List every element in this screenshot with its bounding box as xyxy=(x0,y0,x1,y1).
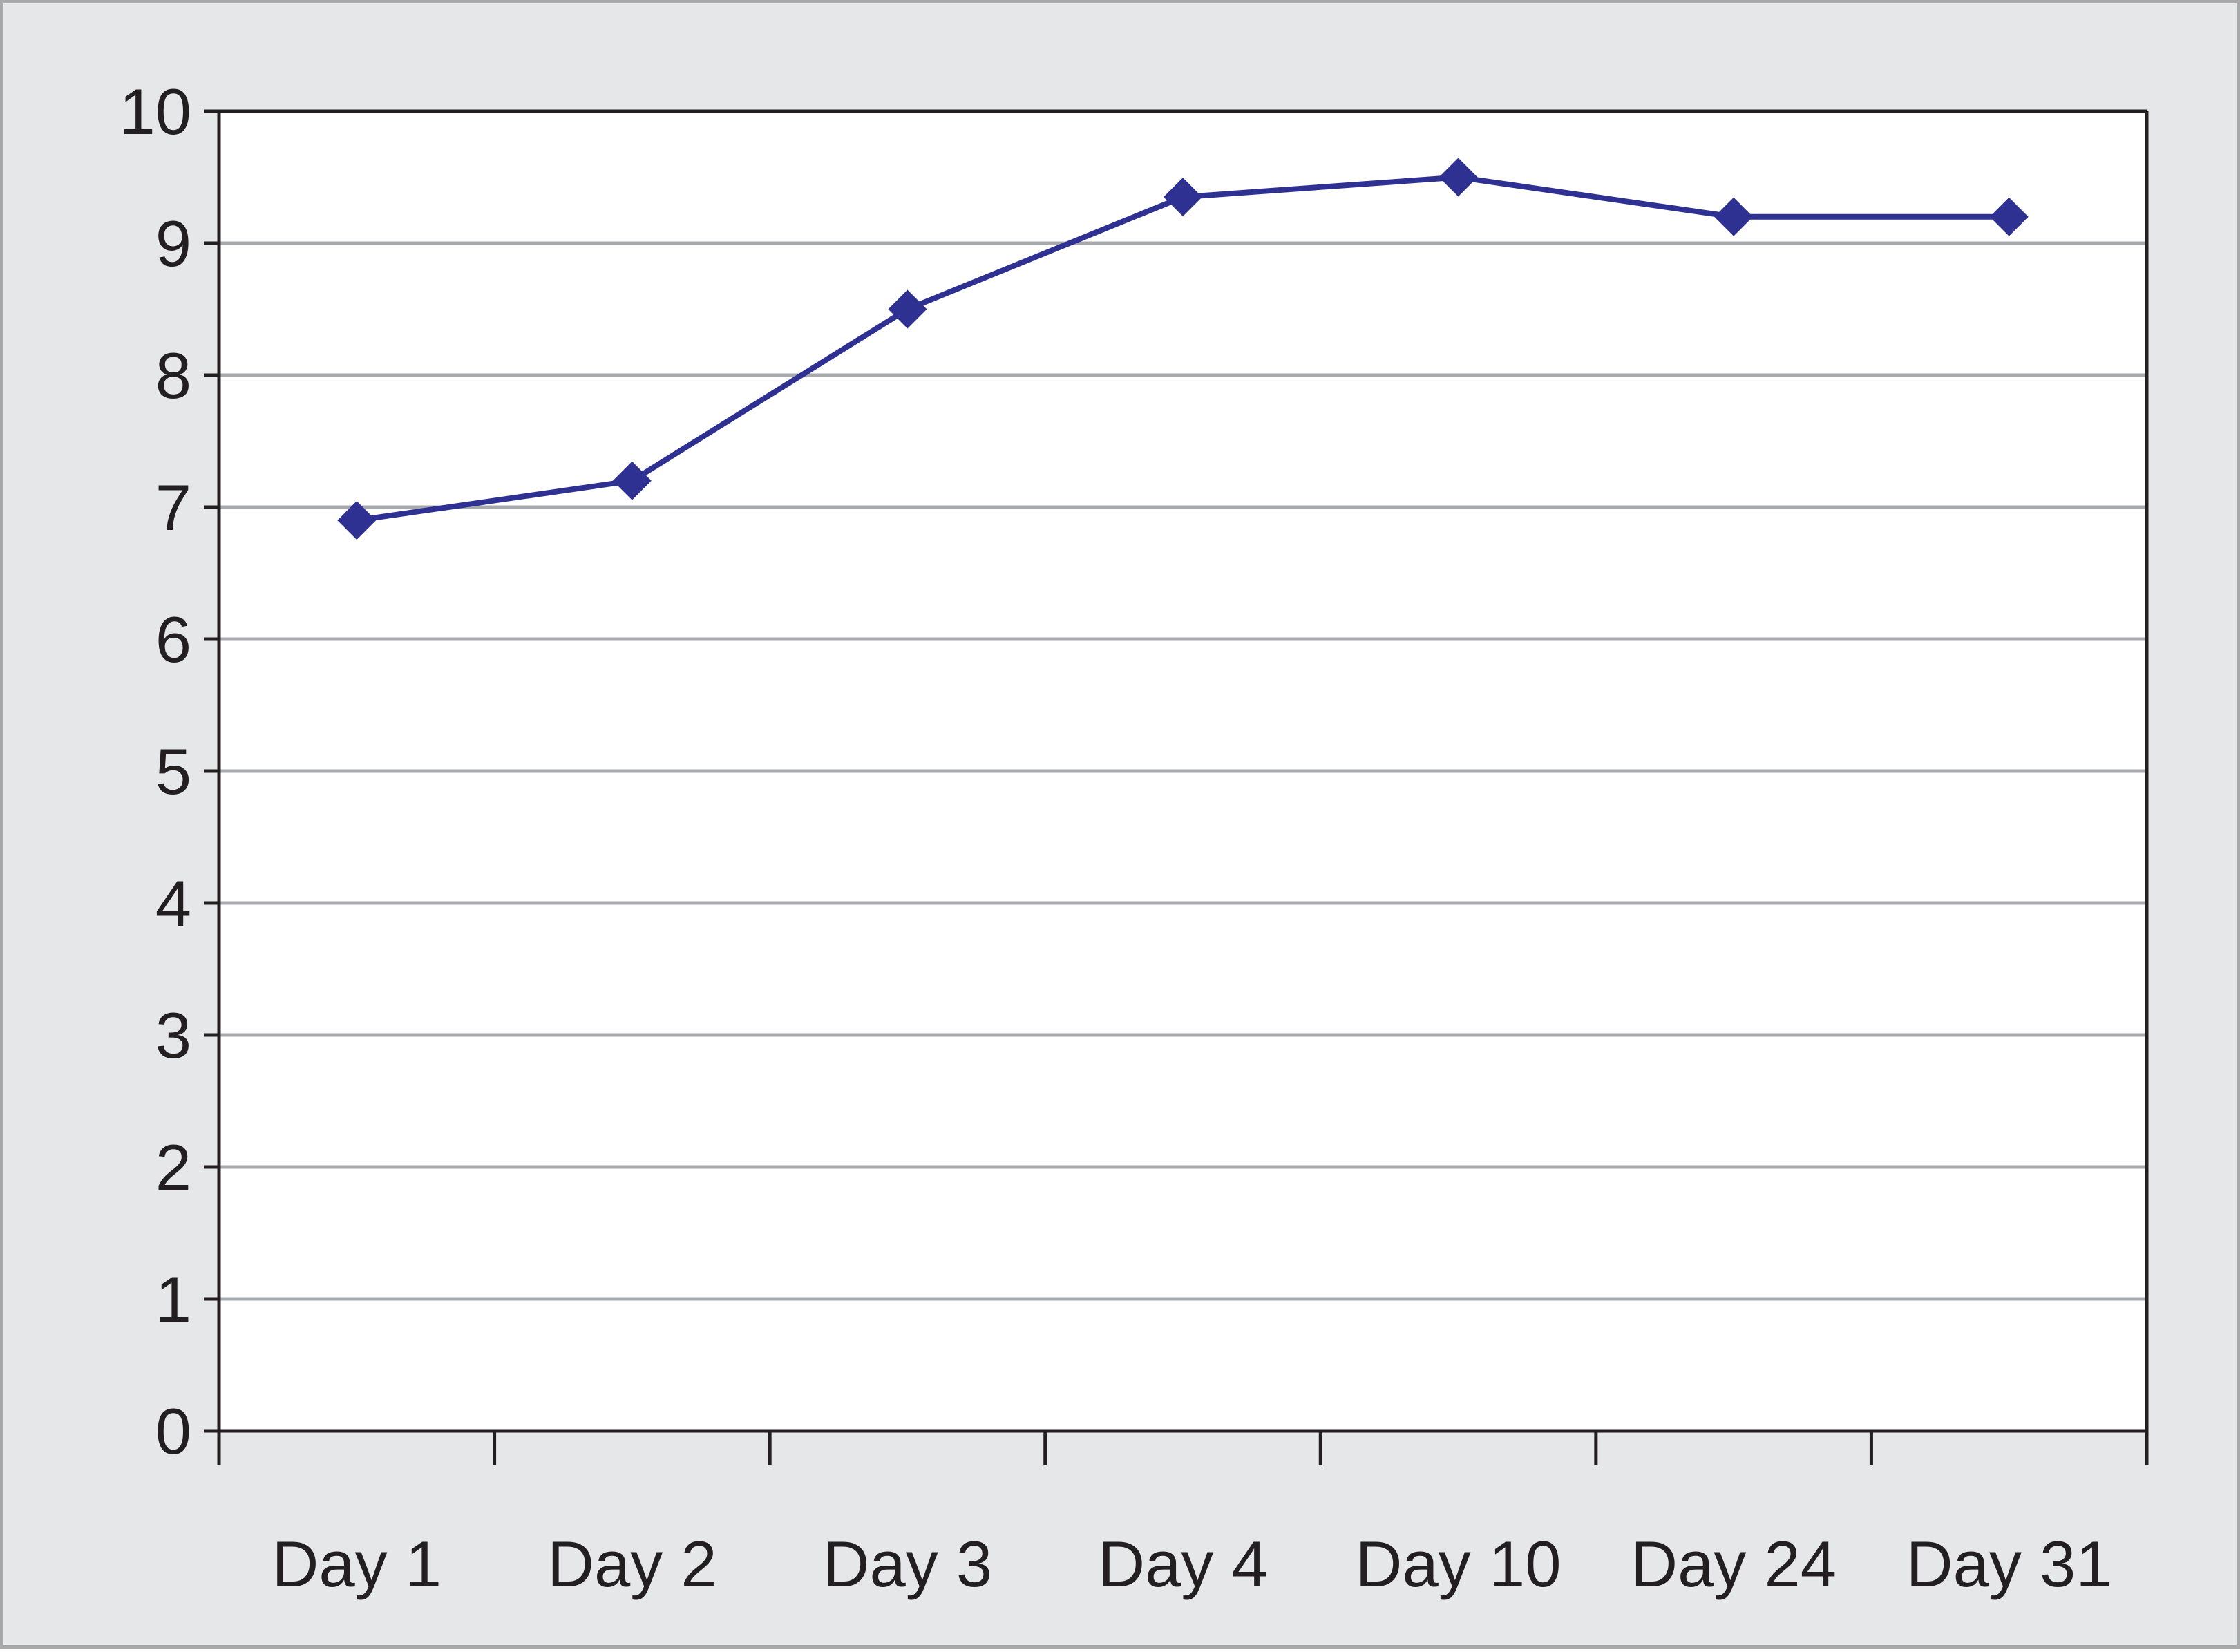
y-tick-label: 5 xyxy=(155,735,191,808)
y-tick-label: 10 xyxy=(119,75,191,148)
data-point-day-10 xyxy=(1439,158,1478,197)
x-tick-label: Day 3 xyxy=(823,1528,993,1600)
x-tick-label: Day 4 xyxy=(1098,1528,1268,1600)
x-tick-label: Day 24 xyxy=(1631,1528,1836,1600)
data-point-day-2 xyxy=(612,461,652,500)
y-tick-label: 2 xyxy=(155,1131,191,1204)
y-tick-label: 1 xyxy=(155,1263,191,1336)
y-tick-label: 0 xyxy=(155,1395,191,1468)
x-tick-label: Day 31 xyxy=(1906,1528,2112,1600)
data-point-day-3 xyxy=(888,289,927,329)
x-tick-label: Day 2 xyxy=(547,1528,717,1600)
y-tick-label: 7 xyxy=(155,471,191,544)
axes xyxy=(204,109,2149,1465)
series-layer xyxy=(337,158,2029,540)
data-point-day-31 xyxy=(1989,197,2029,236)
y-tick-label: 3 xyxy=(155,999,191,1072)
y-tick-label: 8 xyxy=(155,339,191,412)
data-point-day-1 xyxy=(337,501,377,540)
x-axis-tick-labels: Day 1 Day 2 Day 3 Day 4 Day 10 Day 24 Day 31 xyxy=(272,1528,2112,1600)
y-tick-label: 6 xyxy=(155,603,191,676)
y-axis-tick-labels: 0 1 2 3 4 5 6 7 8 9 10 xyxy=(119,75,191,1468)
y-tick-label: 4 xyxy=(155,867,191,940)
data-point-day-4 xyxy=(1164,178,1202,217)
data-point-day-24 xyxy=(1714,197,1754,236)
x-tick-label: Day 10 xyxy=(1356,1528,1562,1600)
x-tick-label: Day 1 xyxy=(272,1528,442,1600)
y-tick-label: 9 xyxy=(155,207,191,280)
